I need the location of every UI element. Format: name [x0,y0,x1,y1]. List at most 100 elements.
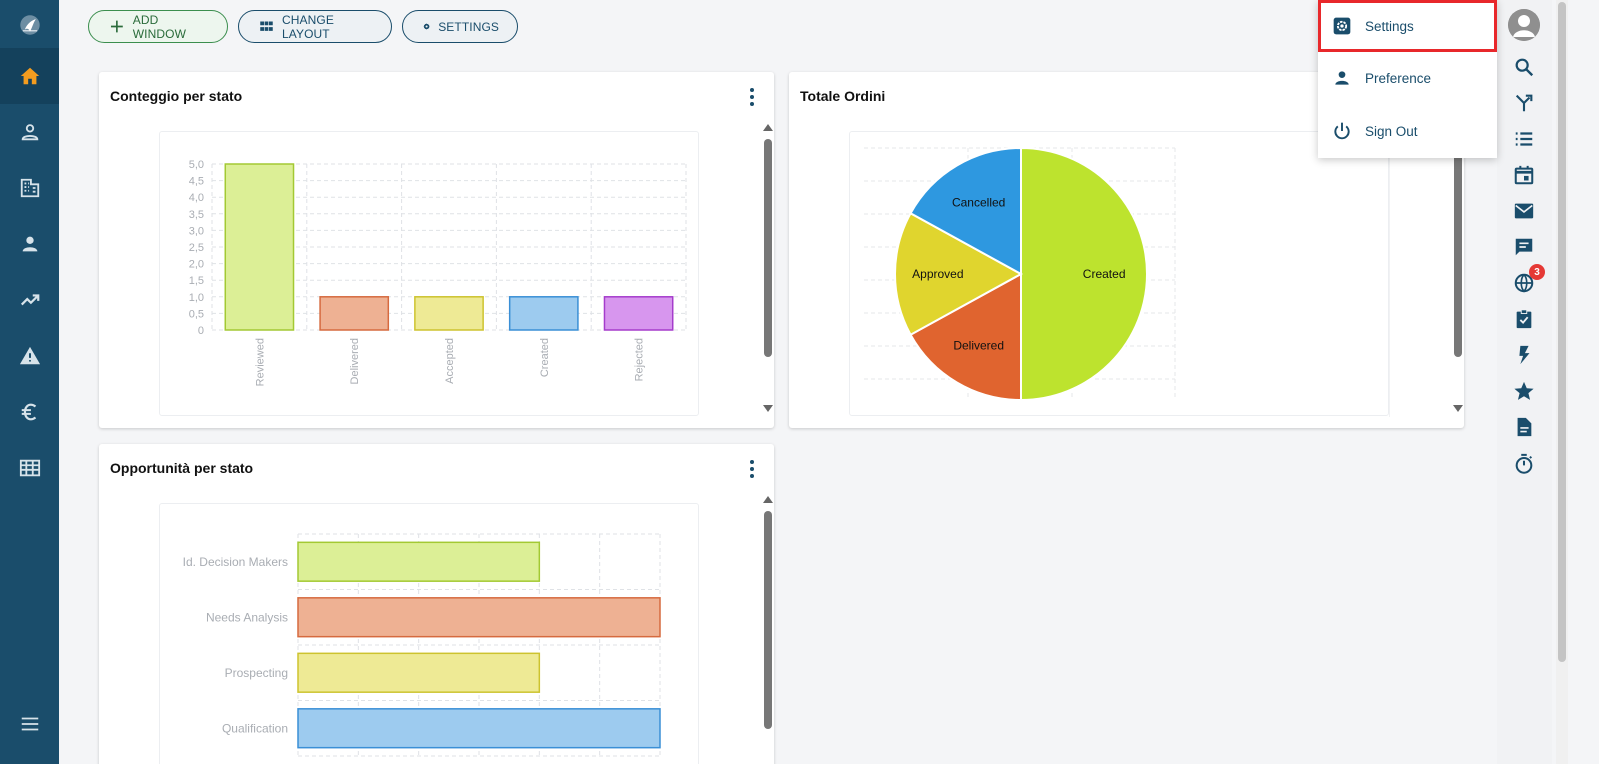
y-tick-label: Needs Analysis [206,610,288,624]
add-window-label: ADD WINDOW [132,12,187,41]
flash-icon[interactable] [1511,342,1537,368]
timer-icon[interactable] [1511,451,1537,477]
settings-icon [1333,17,1351,35]
pie-label: Approved [912,267,963,281]
y-tick-label: 4,5 [189,176,204,188]
menu-item-settings[interactable]: Settings [1318,0,1497,52]
power-icon [1334,122,1350,140]
add-window-button[interactable]: ADD WINDOW [88,10,228,43]
menu-item-label: Preference [1365,70,1432,86]
pie-label: Created [1083,267,1126,281]
more-vert-icon[interactable] [742,86,762,108]
widget-title: Conteggio per stato [110,88,243,104]
mail-icon[interactable] [1511,198,1537,224]
right-icon-rail: 3 [1497,0,1552,764]
y-tick-label: 5,0 [189,159,204,171]
hamburger-menu-icon[interactable] [0,696,59,752]
bar [508,296,579,331]
widget-scrollbar[interactable] [761,496,774,764]
sidebar-item-contacts[interactable] [0,104,59,160]
person-icon [1335,71,1349,85]
pie-label: Delivered [953,339,1004,353]
grid-layout-icon [260,21,273,31]
sidebar-item-tables[interactable] [0,440,59,496]
sidebar-item-finance[interactable] [0,384,59,440]
pie-label: Cancelled [952,195,1005,209]
horizontal-bar-chart: Id. Decision Makers Needs Analysis Prospec… [183,533,661,757]
bar [297,541,541,582]
bar-chart-container: 0 0,5 1,0 1,5 2,0 2,5 3,0 3,5 4,0 4,5 5,0 Reviewed D… [159,131,699,416]
bar [603,296,674,331]
settings-button[interactable]: SETTINGS [402,10,518,43]
person-outline-icon [21,124,38,141]
menu-item-label: Settings [1365,18,1414,34]
menu-item-preference[interactable]: Preference [1318,53,1497,103]
y-tick-label: 4,0 [189,192,204,204]
x-tick-label: Created [539,338,551,377]
y-tick-label: 3,0 [189,225,204,237]
plus-icon [110,20,123,33]
y-tick-label: 3,5 [189,209,204,221]
left-sidebar [0,0,59,764]
y-tick-label: Prospecting [225,666,288,680]
home-icon [20,67,39,85]
sidebar-item-users[interactable] [0,216,59,272]
clipboard-check-icon[interactable] [1511,306,1537,332]
widget-status-count: Conteggio per stato 0 0,5 1,0 1,5 2,0 2,5 3,0 3… [99,72,774,428]
more-vert-icon[interactable] [742,458,762,480]
pie-chart: Created Delivered Approved Cancelled [864,132,1390,417]
notification-badge: 3 [1529,264,1545,280]
bar [297,708,661,749]
y-tick-label: 1,0 [189,292,204,304]
list-icon[interactable] [1511,126,1537,152]
bar [414,296,484,331]
x-tick-label: Accepted [444,338,456,384]
pie-slice [894,211,1024,337]
user-avatar[interactable] [1508,9,1540,41]
person-icon [22,236,37,252]
calendar-icon[interactable] [1511,162,1537,188]
x-tick-label: Reviewed [254,338,266,386]
document-icon[interactable] [1511,414,1537,440]
sidebar-item-alerts[interactable] [0,328,59,384]
widget-opportunities: Opportunità per stato Id. Decision Maker… [99,444,774,764]
globe-icon[interactable]: 3 [1511,264,1545,296]
pie-slice [909,146,1022,276]
table-icon [19,459,40,477]
y-tick-label: Id. Decision Makers [183,555,288,569]
bar [224,163,295,331]
sidebar-item-companies[interactable] [0,160,59,216]
sidebar-item-trends[interactable] [0,272,59,328]
gear-icon [423,23,430,30]
pie-chart-container: Created Delivered Approved Cancelled [849,131,1390,417]
y-tick-label: 0 [198,325,204,337]
chat-icon[interactable] [1511,234,1537,260]
y-tick-label: 2,5 [189,242,204,254]
y-tick-label: Qualification [222,721,288,735]
app-logo-icon[interactable] [0,0,59,50]
trending-up-icon [20,294,39,306]
search-icon[interactable] [1511,54,1537,80]
pie-slice [909,272,1022,402]
y-tick-label: 2,0 [189,259,204,271]
warning-icon [19,346,40,365]
bar [297,652,541,693]
euro-icon [21,403,36,421]
building-icon [20,178,39,198]
widget-scrollbar[interactable] [1451,124,1464,412]
x-tick-label: Rejected [634,338,646,381]
widget-title: Totale Ordini [800,88,886,104]
page-scrollbar[interactable] [1556,0,1568,764]
change-layout-label: CHANGE LAYOUT [282,12,334,41]
pie-slice [1020,146,1148,402]
merge-icon[interactable] [1511,90,1537,116]
y-tick-label: 1,5 [189,275,204,287]
change-layout-button[interactable]: CHANGE LAYOUT [238,10,392,43]
bar [297,597,661,638]
menu-item-label: Sign Out [1365,123,1418,139]
star-icon[interactable] [1511,378,1537,404]
menu-item-sign-out[interactable]: Sign Out [1318,106,1497,156]
widget-scrollbar[interactable] [761,124,774,412]
sidebar-item-home[interactable] [0,48,59,104]
hbar-chart-container: Id. Decision Makers Needs Analysis Prospec… [159,503,699,764]
